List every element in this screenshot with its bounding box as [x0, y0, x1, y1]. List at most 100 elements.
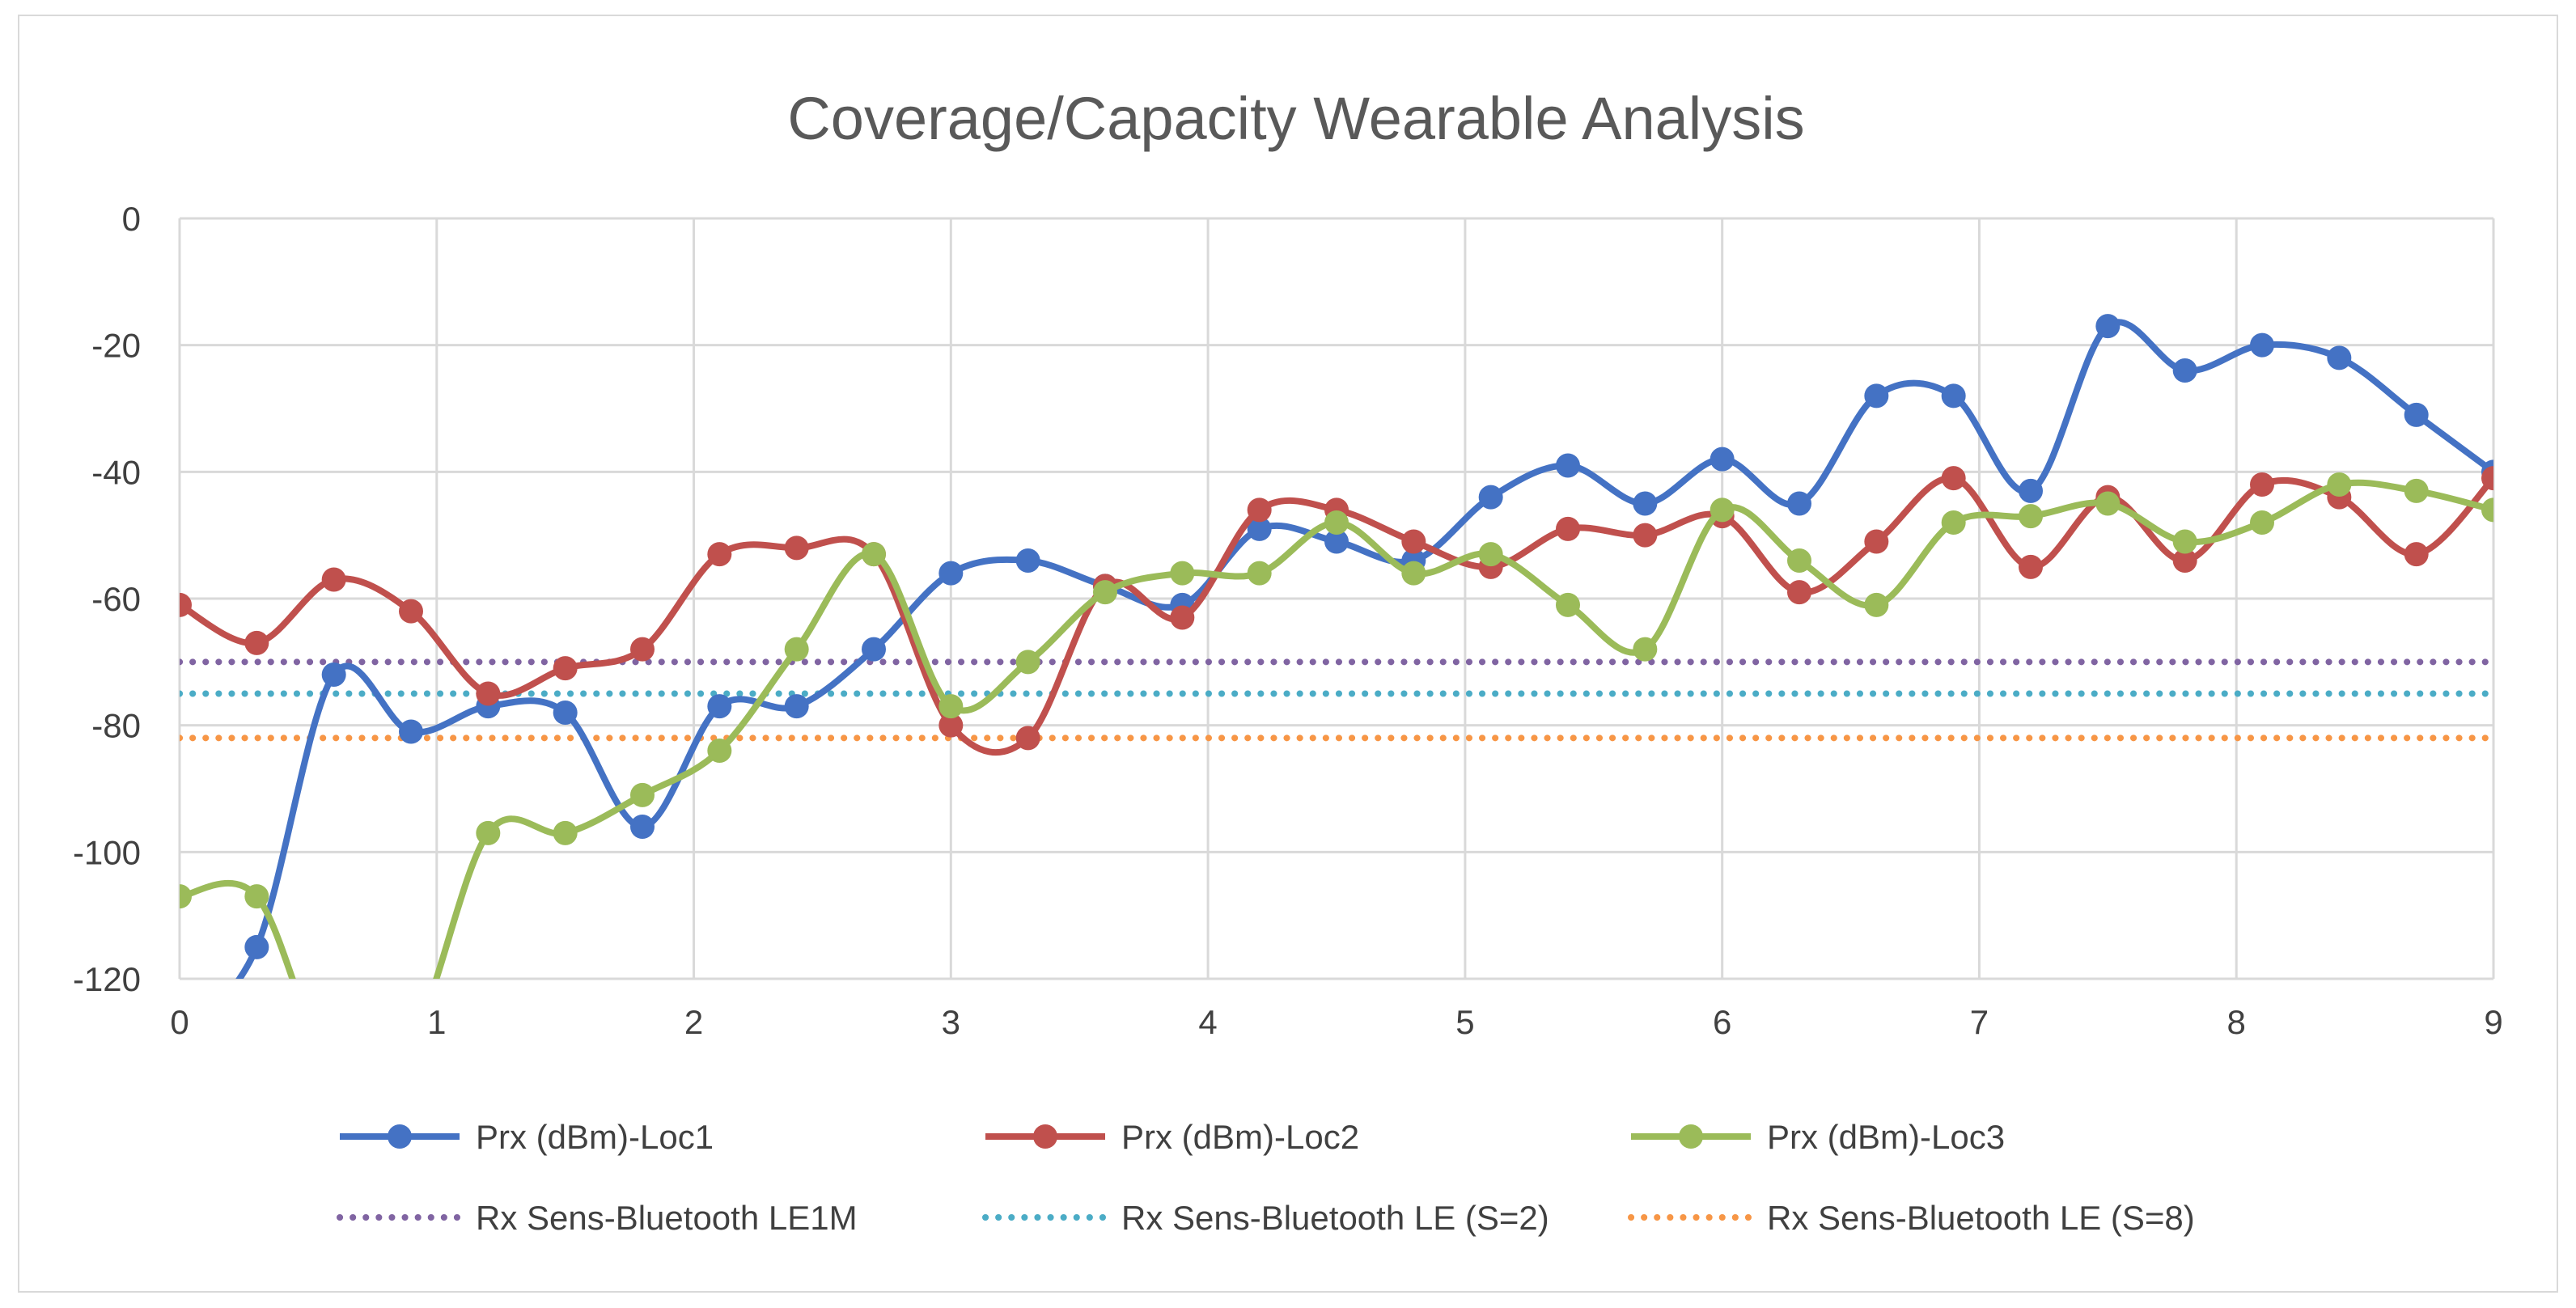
data-point — [399, 719, 423, 744]
data-point — [1710, 447, 1735, 472]
grid — [178, 217, 2495, 980]
data-point — [1401, 529, 1426, 554]
data-point — [1324, 529, 1349, 554]
legend-label: Rx Sens-Bluetooth LE1M — [476, 1199, 858, 1237]
legend-item: Prx (dBm)-Loc3 — [1631, 1118, 2005, 1156]
data-point — [2250, 510, 2274, 535]
chart-title: Coverage/Capacity Wearable Analysis — [787, 85, 1804, 152]
y-axis-ticks: 0 -20 -40 -60 -80 -100 -120 — [73, 200, 141, 998]
legend-label: Prx (dBm)-Loc1 — [476, 1118, 714, 1156]
data-point — [2095, 491, 2121, 516]
data-point — [2172, 358, 2197, 383]
data-point — [180, 592, 192, 617]
data-point — [1015, 548, 1040, 573]
legend-marker — [1033, 1124, 1057, 1149]
data-point — [553, 656, 578, 681]
data-point — [399, 599, 423, 624]
x-axis-ticks: 0 1 2 3 4 5 6 7 8 9 — [170, 1003, 2502, 1041]
data-point — [707, 694, 732, 719]
data-point — [1633, 637, 1658, 662]
data-point — [1170, 605, 1195, 630]
data-point — [1556, 453, 1580, 478]
data-point — [1941, 383, 1966, 408]
data-point — [244, 630, 269, 655]
legend: Prx (dBm)-Loc1 Prx (dBm)-Loc2 Prx (dBm)-Lo… — [337, 1118, 2195, 1237]
data-point — [938, 694, 964, 719]
data-point — [1941, 466, 1966, 491]
data-point — [2481, 466, 2493, 491]
data-point — [1864, 592, 1889, 617]
data-point — [2327, 472, 2352, 497]
data-point — [1556, 516, 1580, 541]
legend-label: Rx Sens-Bluetooth LE (S=2) — [1121, 1199, 1549, 1237]
series-1 — [235, 314, 2493, 979]
data-point — [321, 567, 346, 592]
data-point — [2172, 548, 2197, 573]
data-point — [1633, 491, 1658, 516]
data-point — [321, 662, 346, 687]
data-point — [1478, 485, 1503, 510]
data-point — [1478, 542, 1503, 567]
legend-label: Prx (dBm)-Loc2 — [1121, 1118, 1359, 1156]
data-point — [2404, 478, 2429, 503]
x-tick-label: 6 — [1713, 1003, 1731, 1041]
legend-item: Prx (dBm)-Loc2 — [985, 1118, 1359, 1156]
legend-marker — [1679, 1124, 1703, 1149]
y-tick-label: 0 — [122, 200, 141, 238]
data-point — [1556, 592, 1580, 617]
data-point — [2327, 345, 2352, 370]
data-point — [2250, 472, 2274, 497]
data-point — [1247, 497, 1272, 523]
data-point — [1015, 650, 1040, 675]
y-tick-label: -20 — [91, 327, 141, 365]
data-point — [784, 637, 809, 662]
data-point — [1015, 726, 1040, 751]
data-point — [1633, 523, 1658, 548]
data-point — [1864, 383, 1889, 408]
data-point — [2019, 478, 2043, 503]
data-point — [2172, 529, 2197, 554]
legend-item: Rx Sens-Bluetooth LE (S=2) — [982, 1199, 1549, 1237]
chart-frame — [18, 15, 2558, 1293]
x-tick-label: 0 — [170, 1003, 189, 1041]
series-line — [180, 479, 2493, 979]
x-tick-label: 7 — [1970, 1003, 1989, 1041]
data-point — [1401, 561, 1426, 586]
legend-item: Prx (dBm)-Loc1 — [340, 1118, 714, 1156]
data-point — [784, 535, 809, 561]
series-2 — [180, 466, 2493, 756]
data-point — [180, 884, 192, 909]
data-point — [707, 739, 732, 763]
data-point — [2404, 402, 2429, 427]
legend-label: Prx (dBm)-Loc3 — [1767, 1118, 2005, 1156]
data-point — [2019, 554, 2043, 579]
data-point — [1941, 510, 1966, 535]
data-point — [1324, 510, 1349, 535]
data-point — [1787, 548, 1811, 573]
data-point — [1093, 580, 1117, 605]
y-tick-label: -60 — [91, 580, 141, 618]
series-line — [235, 319, 2493, 979]
data-point — [553, 820, 578, 845]
data-point — [476, 681, 501, 706]
data-point — [1247, 516, 1272, 541]
y-tick-label: -80 — [91, 707, 141, 745]
data-point — [630, 815, 655, 839]
data-point — [784, 694, 809, 719]
y-tick-label: -120 — [73, 960, 141, 998]
data-point — [322, 1062, 346, 1086]
x-tick-label: 8 — [2227, 1003, 2246, 1041]
legend-label: Rx Sens-Bluetooth LE (S=8) — [1767, 1199, 2195, 1237]
data-point — [399, 1030, 423, 1054]
x-tick-label: 4 — [1198, 1003, 1217, 1041]
data-point — [938, 713, 964, 738]
series-group — [180, 314, 2493, 1086]
data-point — [244, 884, 269, 909]
data-point — [2019, 504, 2043, 529]
data-point — [1787, 491, 1811, 516]
data-point — [630, 782, 655, 807]
x-tick-label: 5 — [1455, 1003, 1474, 1041]
legend-item: Rx Sens-Bluetooth LE1M — [337, 1199, 858, 1237]
x-tick-label: 2 — [684, 1003, 703, 1041]
